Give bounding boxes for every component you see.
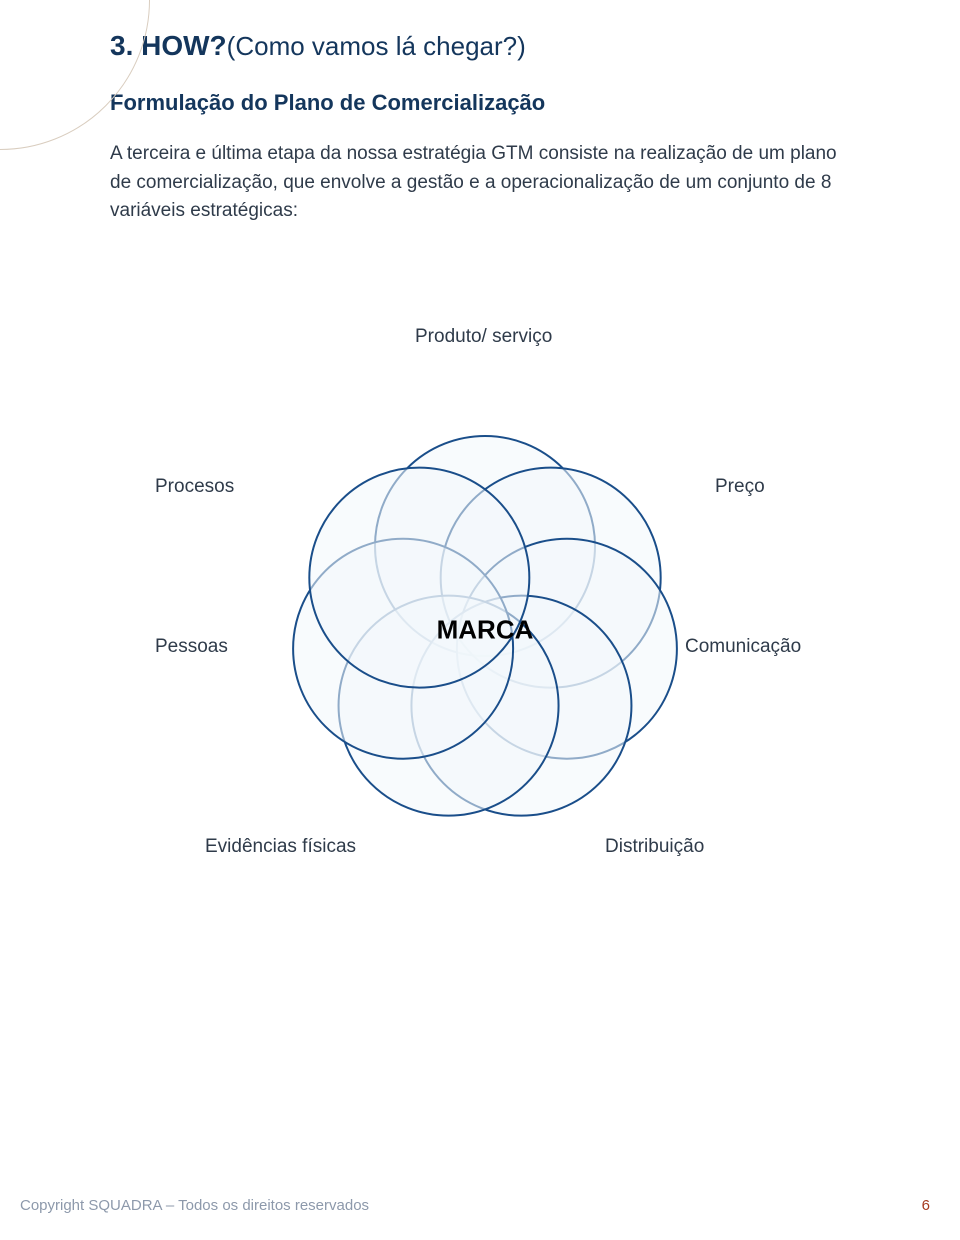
page-title-light: (Como vamos lá chegar?) bbox=[227, 31, 526, 61]
page-title: 3. HOW? (Como vamos lá chegar?) bbox=[110, 30, 860, 62]
copyright-text: Copyright SQUADRA – Todos os direitos re… bbox=[20, 1197, 369, 1214]
page: 3. HOW? (Como vamos lá chegar?) Formulaç… bbox=[0, 0, 960, 1240]
page-number: 6 bbox=[922, 1197, 930, 1214]
diagram-label-pessoas: Pessoas bbox=[155, 636, 228, 658]
page-footer: Copyright SQUADRA – Todos os direitos re… bbox=[20, 1197, 930, 1214]
diagram-label-produto: Produto/ serviço bbox=[415, 326, 552, 348]
intro-paragraph: A terceira e última etapa da nossa estra… bbox=[110, 140, 860, 226]
marca-diagram: MARCA Produto/ serviço Procesos Preço Pesso… bbox=[115, 266, 855, 966]
diagram-label-evidencias: Evidências físicas bbox=[205, 836, 356, 858]
diagram-label-distribuicao: Distribuição bbox=[605, 836, 704, 858]
diagram-label-procesos: Procesos bbox=[155, 476, 234, 498]
section-subheading: Formulação do Plano de Comercialização bbox=[110, 90, 860, 116]
diagram-center-label: MARCA bbox=[437, 614, 534, 645]
corner-arc-decoration bbox=[0, 0, 150, 150]
diagram-label-comunicacao: Comunicação bbox=[685, 636, 801, 658]
diagram-label-preco: Preço bbox=[715, 476, 765, 498]
